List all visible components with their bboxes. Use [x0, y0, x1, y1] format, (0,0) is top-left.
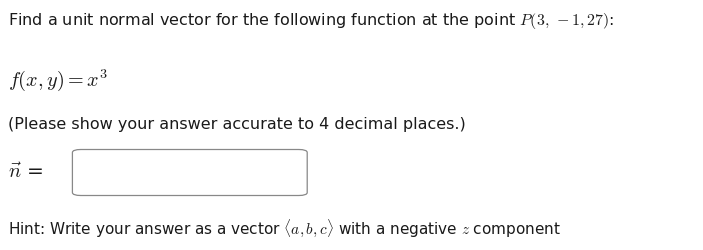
- Text: Find a unit normal vector for the following function at the point $P(3,\,-1, 27): Find a unit normal vector for the follow…: [8, 11, 615, 31]
- Text: (Please show your answer accurate to 4 decimal places.): (Please show your answer accurate to 4 d…: [8, 118, 466, 132]
- Text: $\vec{n}$ =: $\vec{n}$ =: [8, 163, 44, 182]
- FancyBboxPatch shape: [72, 150, 307, 196]
- Text: $f(x, y) = x^3$: $f(x, y) = x^3$: [8, 68, 108, 93]
- Text: Hint: Write your answer as a vector $\langle a, b, c \rangle$ with a negative $z: Hint: Write your answer as a vector $\la…: [8, 218, 561, 239]
